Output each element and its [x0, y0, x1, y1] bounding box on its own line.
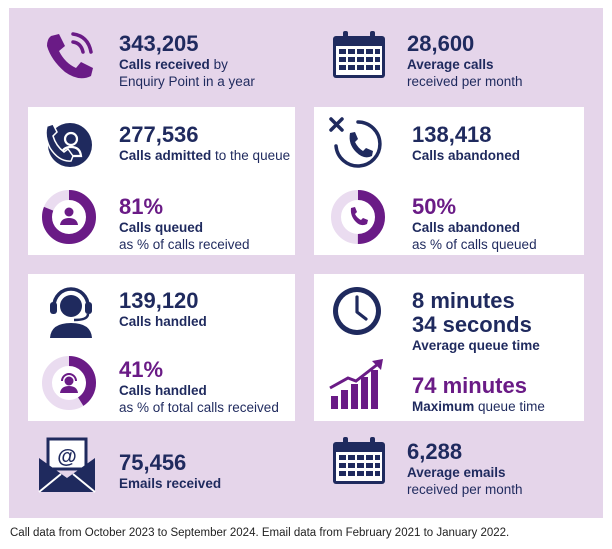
handled-stat: 139,120 Calls handled: [119, 289, 207, 330]
avg-emails-label: Average emails: [407, 465, 506, 480]
calls-received-label: Calls received: [119, 57, 210, 72]
admitted-stat: 277,536 Calls admitted to the queue: [119, 122, 291, 164]
handled-pct-label: Calls handled: [119, 383, 207, 398]
queue-card: 277,536 Calls admitted to the queue 81% …: [28, 107, 295, 255]
bar-growth-icon: [329, 359, 383, 409]
queued-stat: 81% Calls queued as % of calls received: [119, 195, 250, 253]
calls-queued-donut: [42, 190, 96, 244]
handled-pct-stat: 41% Calls handled as % of total calls re…: [119, 358, 279, 416]
avg-emails-sub: received per month: [407, 482, 523, 497]
abandoned-pct-stat: 50% Calls abandoned as % of calls queued: [412, 195, 537, 253]
handled-card: 139,120 Calls handled 41% Calls handled …: [28, 274, 295, 421]
avg-queue-label: Average queue time: [412, 338, 540, 353]
infographic-panel: 343,205 Calls received by Enquiry Point …: [9, 8, 603, 518]
avg-queue-line2: 34 seconds: [412, 312, 532, 337]
envelope-at-icon: @: [38, 437, 96, 493]
admitted-label: Calls admitted: [119, 148, 212, 163]
abandoned-label: Calls abandoned: [412, 148, 521, 163]
calls-queued-arc: [42, 190, 96, 244]
queued-sub: as % of calls received: [119, 237, 250, 252]
avg-emails-value: 6,288: [407, 439, 463, 464]
calls-received-sub: Enquiry Point in a year: [119, 74, 255, 89]
phone-icon: [47, 32, 93, 79]
abandoned-stat: 138,418 Calls abandoned: [412, 123, 520, 164]
max-queue-value: 74 minutes: [412, 373, 527, 398]
avg-calls-label: Average calls: [407, 57, 494, 72]
clock-icon: [333, 287, 381, 335]
avg-queue-stat: 8 minutes 34 seconds Average queue time: [412, 289, 540, 354]
cancel-phone-icon: [329, 117, 382, 168]
avg-calls-value: 28,600: [407, 31, 475, 56]
max-queue-stat: 74 minutes Maximum queue time: [412, 373, 545, 415]
abandoned-pct-value: 50%: [412, 194, 457, 219]
calls-abandoned-donut: [331, 190, 385, 244]
handled-label: Calls handled: [119, 314, 207, 329]
queued-label: Calls queued: [119, 220, 204, 235]
calendar-icon: [333, 31, 385, 78]
handled-pct-sub: as % of total calls received: [119, 400, 279, 415]
abandoned-pct-label: Calls abandoned: [412, 220, 521, 235]
emails-label: Emails received: [119, 476, 222, 491]
handled-value: 139,120: [119, 288, 199, 313]
avg-calls-sub: received per month: [407, 74, 523, 89]
headset-agent-icon: [50, 287, 92, 338]
avg-queue-line1: 8 minutes: [412, 288, 515, 313]
avg-calls-stat: 28,600 Average calls received per month: [407, 32, 523, 90]
emails-value: 75,456: [119, 450, 187, 475]
handled-pct-value: 41%: [119, 357, 164, 382]
admitted-value: 277,536: [119, 122, 199, 147]
queue-time-card: 8 minutes 34 seconds Average queue time …: [314, 274, 584, 421]
abandoned-pct-sub: as % of calls queued: [412, 237, 537, 252]
abandoned-card: 138,418 Calls abandoned 50% Calls abando…: [314, 107, 584, 255]
calls-handled-donut: [42, 356, 96, 410]
calls-received-stat: 343,205 Calls received by Enquiry Point …: [119, 31, 255, 90]
calls-received-value: 343,205: [119, 31, 199, 56]
abandoned-value: 138,418: [412, 122, 492, 147]
emails-stat: 75,456 Emails received: [119, 451, 221, 492]
queued-value: 81%: [119, 194, 164, 219]
calls-abandoned-arc: [331, 190, 385, 244]
footer-note: Call data from October 2023 to September…: [10, 527, 510, 539]
calendar-icon: [333, 437, 385, 484]
agent-phone-icon: [45, 123, 92, 167]
avg-emails-stat: 6,288 Average emails received per month: [407, 440, 523, 498]
svg-text:@: @: [57, 446, 77, 468]
calls-handled-arc: [42, 356, 96, 410]
max-queue-label: Maximum: [412, 399, 475, 414]
